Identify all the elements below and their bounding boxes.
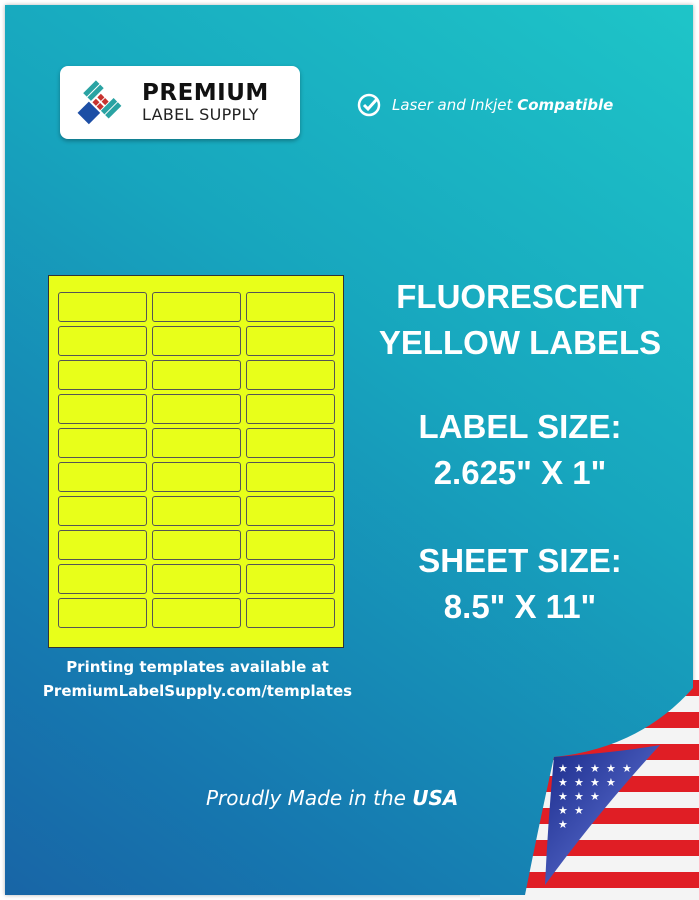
brand-logo: PREMIUM LABEL SUPPLY <box>60 66 300 139</box>
label-cell <box>58 360 147 390</box>
sheet-size: SHEET SIZE: 8.5" X 11" <box>350 538 690 630</box>
label-cell <box>58 462 147 492</box>
flag-star: ★ <box>606 762 616 775</box>
label-size-value: 2.625" X 1" <box>433 454 607 491</box>
sheet-size-title: SHEET SIZE: <box>418 542 622 579</box>
label-cell <box>246 598 335 628</box>
flag-star: ★ <box>590 776 600 789</box>
label-cell <box>246 564 335 594</box>
label-cell <box>152 564 241 594</box>
flag-star: ★ <box>590 790 600 803</box>
flag-stripe <box>480 888 699 900</box>
flag-stripe <box>480 696 699 712</box>
label-cell <box>58 496 147 526</box>
flag-star: ★ <box>558 818 568 831</box>
flag-stripe <box>480 728 699 744</box>
us-flag-page-curl-icon: ★ ★ ★ ★ ★★ ★ ★ ★★ ★ ★★ ★★ <box>480 680 699 900</box>
compat-text: Laser and Inkjet <box>392 96 518 114</box>
flag-star: ★ <box>574 776 584 789</box>
label-cell <box>152 530 241 560</box>
logo-line2: LABEL SUPPLY <box>142 105 259 124</box>
logo-mark-icon <box>77 79 122 124</box>
label-cell <box>58 326 147 356</box>
flag-stripe <box>480 872 699 888</box>
check-circle-icon <box>357 93 381 117</box>
label-cell <box>246 292 335 322</box>
flag-stripe <box>480 840 699 856</box>
made-bold: USA <box>412 786 459 810</box>
templates-url[interactable]: PremiumLabelSupply.com/templates <box>42 682 353 700</box>
label-size-title: LABEL SIZE: <box>418 408 622 445</box>
flag-fold <box>545 745 660 885</box>
flag-star: ★ <box>558 776 568 789</box>
label-cell <box>246 462 335 492</box>
label-cell <box>58 530 147 560</box>
sheet-size-value: 8.5" X 11" <box>443 588 597 625</box>
label-cell <box>246 428 335 458</box>
flag-star: ★ <box>558 804 568 817</box>
product-name: FLUORESCENT YELLOW LABELS <box>350 274 690 366</box>
label-cell <box>246 496 335 526</box>
compat-bold: Compatible <box>517 96 614 114</box>
flag-star: ★ <box>574 762 584 775</box>
flag-star: ★ <box>558 790 568 803</box>
label-cell <box>58 598 147 628</box>
label-cell <box>246 530 335 560</box>
label-cell <box>246 326 335 356</box>
flag-star: ★ <box>574 804 584 817</box>
flag-star: ★ <box>558 762 568 775</box>
label-cell <box>152 394 241 424</box>
label-cell <box>58 292 147 322</box>
made-in-usa: Proudly Made in the USA <box>206 786 458 810</box>
label-sheet-preview <box>48 275 344 648</box>
templates-line1: Printing templates available at <box>66 658 329 676</box>
flag-stripe <box>480 856 699 872</box>
label-cell <box>58 564 147 594</box>
flag-stripe <box>480 680 699 696</box>
label-cell <box>246 394 335 424</box>
label-cell <box>152 360 241 390</box>
flag-stripe <box>480 712 699 728</box>
label-cell <box>152 428 241 458</box>
label-size: LABEL SIZE: 2.625" X 1" <box>350 404 690 496</box>
flag-star: ★ <box>574 790 584 803</box>
templates-note: Printing templates available at PremiumL… <box>20 655 375 703</box>
product-line2: YELLOW LABELS <box>378 324 662 361</box>
label-cell <box>152 326 241 356</box>
flag-star: ★ <box>590 762 600 775</box>
label-cell <box>152 462 241 492</box>
label-cell <box>152 292 241 322</box>
compatibility-note: Laser and Inkjet Compatible <box>356 92 613 118</box>
label-cell <box>152 496 241 526</box>
made-text: Proudly Made in the <box>206 786 413 810</box>
label-cell <box>58 394 147 424</box>
label-cell <box>246 360 335 390</box>
label-cell <box>152 598 241 628</box>
flag-star: ★ <box>606 776 616 789</box>
label-cell <box>58 428 147 458</box>
flag-star: ★ <box>622 762 632 775</box>
product-line1: FLUORESCENT <box>396 278 644 315</box>
logo-line1: PREMIUM <box>142 80 269 106</box>
